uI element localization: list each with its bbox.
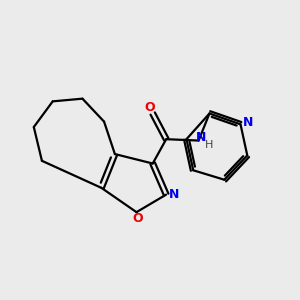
Text: N: N	[196, 131, 206, 144]
Text: O: O	[145, 101, 155, 114]
Text: N: N	[243, 116, 253, 130]
Text: N: N	[169, 188, 179, 201]
Text: H: H	[205, 140, 213, 150]
Text: O: O	[133, 212, 143, 225]
